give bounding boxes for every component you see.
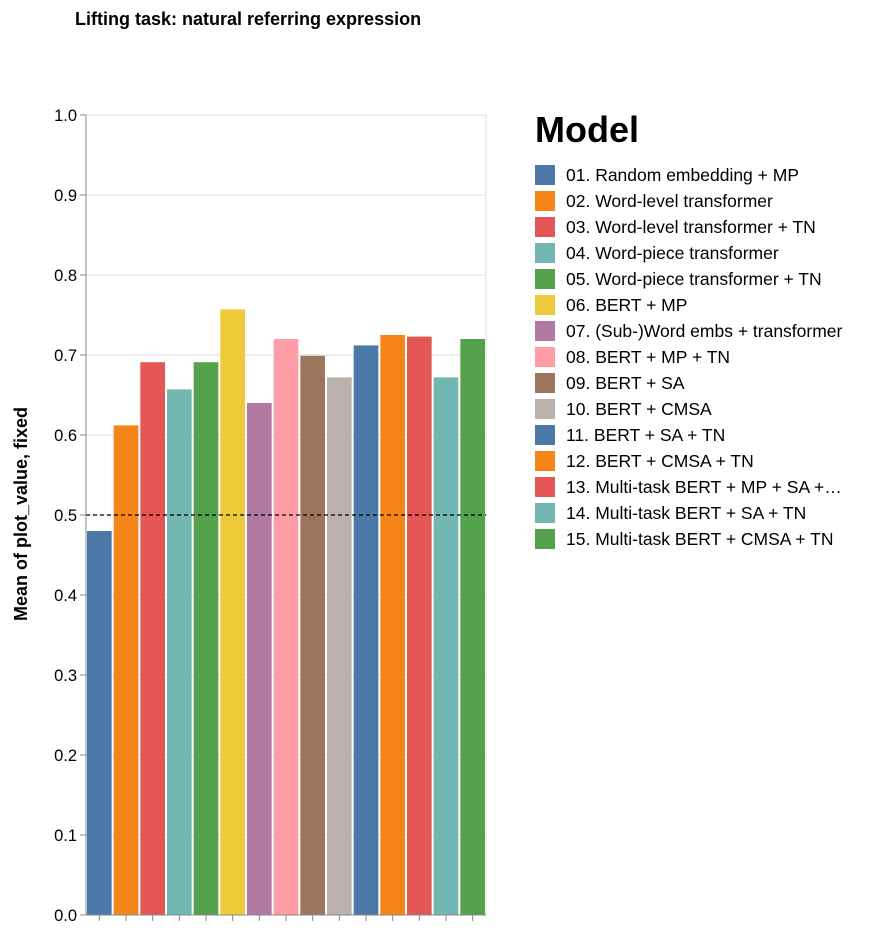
legend-items: 01. Random embedding + MP 02. Word-level … xyxy=(535,162,842,552)
legend-item: 04. Word-piece transformer xyxy=(535,240,842,266)
legend-swatch xyxy=(535,243,555,263)
y-tick-label: 0.4 xyxy=(54,587,77,605)
legend-label: 03. Word-level transformer + TN xyxy=(566,216,816,237)
chart-title: Lifting task: natural referring expressi… xyxy=(75,9,422,29)
legend-label: 09. BERT + SA xyxy=(566,372,685,393)
legend-label: 07. (Sub-)Word embs + transformer xyxy=(566,320,843,341)
bar xyxy=(113,425,139,915)
legend-item: 09. BERT + SA xyxy=(535,370,842,396)
bar xyxy=(407,336,432,916)
legend-swatch xyxy=(535,399,555,419)
y-axis: 0.0 0.1 0.2 0.3 0.4 0.5 0.6 0.7 0.8 0.9 1.0 xyxy=(54,107,486,925)
legend-label: 15. Multi-task BERT + CMSA + TN xyxy=(566,528,834,549)
legend-item: 14. Multi-task BERT + SA + TN xyxy=(535,500,842,526)
legend-swatch xyxy=(535,295,555,315)
y-axis-title: Mean of plot_value, fixed xyxy=(11,407,31,621)
y-tick-label: 0.8 xyxy=(54,267,77,285)
legend-item: 11. BERT + SA + TN xyxy=(535,422,842,448)
legend-item: 05. Word-piece transformer + TN xyxy=(535,266,842,292)
legend-swatch xyxy=(535,347,555,367)
legend-item: 01. Random embedding + MP xyxy=(535,162,842,188)
legend-item: 02. Word-level transformer xyxy=(535,188,842,214)
legend-item: 07. (Sub-)Word embs + transformer xyxy=(535,318,842,344)
y-tick-label: 0.5 xyxy=(54,507,77,525)
bar xyxy=(380,335,405,915)
bar xyxy=(220,309,245,915)
bar xyxy=(353,345,379,915)
bar xyxy=(247,403,272,915)
bar xyxy=(87,531,112,915)
y-tick-label: 0.3 xyxy=(54,667,77,685)
legend-item: 15. Multi-task BERT + CMSA + TN xyxy=(535,526,842,552)
bar xyxy=(167,389,192,915)
y-tick-label: 0.0 xyxy=(54,907,77,925)
legend-item: 03. Word-level transformer + TN xyxy=(535,214,842,240)
bar xyxy=(327,377,352,915)
bar xyxy=(140,362,165,915)
legend-swatch xyxy=(535,321,555,341)
legend-swatch xyxy=(535,373,555,393)
legend-swatch xyxy=(535,217,555,237)
y-tick-label: 0.9 xyxy=(54,187,77,205)
y-tick-label: 1.0 xyxy=(54,107,77,125)
legend-label: 11. BERT + SA + TN xyxy=(566,424,726,445)
legend-swatch xyxy=(535,503,555,523)
legend-swatch xyxy=(535,191,555,211)
legend-label: 06. BERT + MP xyxy=(566,294,688,315)
legend: Model 01. Random embedding + MP 02. Word-… xyxy=(535,112,842,552)
legend-item: 13. Multi-task BERT + MP + SA +… xyxy=(535,474,842,500)
legend-item: 12. BERT + CMSA + TN xyxy=(535,448,842,474)
legend-swatch xyxy=(535,425,555,445)
legend-swatch xyxy=(535,477,555,497)
legend-label: 14. Multi-task BERT + SA + TN xyxy=(566,502,807,523)
bars xyxy=(87,309,485,916)
legend-label: 08. BERT + MP + TN xyxy=(566,346,731,367)
bar xyxy=(460,339,485,915)
y-tick-label: 0.2 xyxy=(54,747,77,765)
y-tick-label: 0.6 xyxy=(54,427,77,445)
bar xyxy=(193,362,219,915)
legend-title: Model xyxy=(535,109,639,150)
legend-label: 01. Random embedding + MP xyxy=(566,164,799,185)
legend-item: 06. BERT + MP xyxy=(535,292,842,318)
bar xyxy=(433,377,459,915)
legend-label: 04. Word-piece transformer xyxy=(566,242,779,263)
legend-swatch xyxy=(535,451,555,471)
legend-swatch xyxy=(535,269,555,289)
legend-label: 13. Multi-task BERT + MP + SA +… xyxy=(566,476,842,497)
y-tick-label: 0.1 xyxy=(54,827,77,845)
legend-label: 10. BERT + CMSA xyxy=(566,398,712,419)
legend-swatch xyxy=(535,529,555,549)
legend-label: 12. BERT + CMSA + TN xyxy=(566,450,754,471)
legend-item: 08. BERT + MP + TN xyxy=(535,344,842,370)
legend-label: 02. Word-level transformer xyxy=(566,190,773,211)
legend-swatch xyxy=(535,165,555,185)
bar xyxy=(273,339,299,915)
legend-item: 10. BERT + CMSA xyxy=(535,396,842,422)
bar xyxy=(300,355,325,915)
y-tick-label: 0.7 xyxy=(54,347,77,365)
legend-label: 05. Word-piece transformer + TN xyxy=(566,268,822,289)
